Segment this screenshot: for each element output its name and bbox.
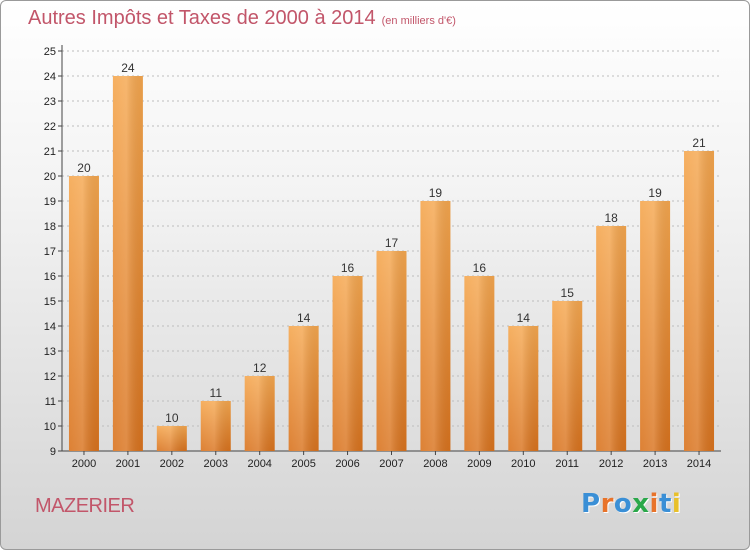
y-tick-label: 12 <box>44 371 56 383</box>
x-tick-label: 2004 <box>247 458 271 470</box>
bar-value-label: 19 <box>648 186 662 200</box>
chart-title-text: Autres Impôts et Taxes de 2000 à 2014 <box>28 7 376 29</box>
logo-letter: i <box>671 489 682 519</box>
x-tick-label: 2011 <box>555 458 579 470</box>
bar-value-label: 11 <box>210 386 223 400</box>
logo-letter: r <box>600 489 614 519</box>
x-tick-label: 2003 <box>204 458 228 470</box>
bar-value-label: 12 <box>253 361 267 375</box>
bar-value-label: 10 <box>165 411 179 425</box>
y-tick-label: 22 <box>44 121 56 133</box>
y-tick-label: 24 <box>44 71 56 83</box>
logo-letter: t <box>658 489 672 519</box>
y-tick-label: 13 <box>44 346 56 358</box>
x-tick-label: 2000 <box>72 458 96 470</box>
x-tick-labels: 2000 2001 2002 2003 2004 2005 2006 2007 2008 2009… <box>72 458 712 470</box>
bar-highlight <box>684 151 715 451</box>
bars <box>68 76 715 451</box>
logo-letter: o <box>613 489 633 519</box>
logo-letter: P <box>581 489 601 519</box>
y-tick-label: 9 <box>50 446 56 458</box>
bar-value-label: 19 <box>429 186 443 200</box>
y-tick-label: 15 <box>44 296 56 308</box>
x-tick-label: 2007 <box>379 458 403 470</box>
proxiti-logo[interactable]: Proxiti <box>581 489 681 519</box>
logo-letter: i <box>649 489 659 519</box>
x-tick-label: 2009 <box>467 458 491 470</box>
bar-value-label: 15 <box>561 286 575 300</box>
town-name: MAZERIER <box>35 495 135 517</box>
y-tick-label: 19 <box>44 196 56 208</box>
x-tick-label: 2013 <box>643 458 667 470</box>
bar-value-labels: 20 24 10 11 12 14 16 17 19 16 14 15 18 19 21 <box>77 61 706 425</box>
bar-value-label: 24 <box>121 61 135 75</box>
x-tick-label: 2014 <box>687 458 711 470</box>
bar-value-label: 18 <box>604 211 618 225</box>
bar-value-label: 20 <box>77 161 91 175</box>
bar-highlight <box>332 276 363 451</box>
y-tick-label: 10 <box>44 421 56 433</box>
bar-highlight <box>376 251 407 451</box>
x-tick-label: 2008 <box>423 458 447 470</box>
bar-highlight <box>200 401 231 451</box>
bar-value-label: 16 <box>341 261 355 275</box>
bar-highlight <box>640 201 671 451</box>
y-tick-label: 21 <box>44 146 56 158</box>
x-tick-label: 2010 <box>511 458 535 470</box>
x-tick-label: 2002 <box>160 458 184 470</box>
bar-value-label: 17 <box>385 236 399 250</box>
y-tick-label: 18 <box>44 221 56 233</box>
bar-value-label: 14 <box>297 311 311 325</box>
x-tick-label: 2012 <box>599 458 623 470</box>
chart-title: Autres Impôts et Taxes de 2000 à 2014 (en… <box>28 7 456 30</box>
bar-value-label: 21 <box>692 136 706 150</box>
y-tick-label: 17 <box>44 246 56 258</box>
bar-highlight <box>420 201 451 451</box>
bar-value-label: 14 <box>517 311 531 325</box>
y-tick-label: 11 <box>45 396 56 408</box>
y-tick-labels: 9 10 11 12 13 14 15 16 17 18 19 20 21 22 23 24 25 <box>44 46 56 458</box>
bar-highlight <box>552 301 583 451</box>
y-tick-label: 23 <box>44 96 56 108</box>
y-tick-label: 25 <box>44 46 56 58</box>
x-tick-label: 2005 <box>291 458 315 470</box>
y-tick-label: 20 <box>44 171 56 183</box>
bar-highlight <box>464 276 495 451</box>
bar-highlight <box>508 326 539 451</box>
bar-highlight <box>244 376 275 451</box>
logo-letter: x <box>632 489 650 519</box>
x-tick-label: 2006 <box>335 458 359 470</box>
bar-highlight <box>68 176 99 451</box>
bar-highlight <box>156 426 187 451</box>
bar-highlight <box>288 326 319 451</box>
y-tick-label: 14 <box>44 321 56 333</box>
y-tick-label: 16 <box>44 271 56 283</box>
x-tick-label: 2001 <box>116 458 140 470</box>
chart-subtitle: (en milliers d'€) <box>381 15 456 27</box>
bar-highlight <box>596 226 627 451</box>
bar-value-label: 16 <box>473 261 487 275</box>
bar-highlight <box>112 76 143 451</box>
